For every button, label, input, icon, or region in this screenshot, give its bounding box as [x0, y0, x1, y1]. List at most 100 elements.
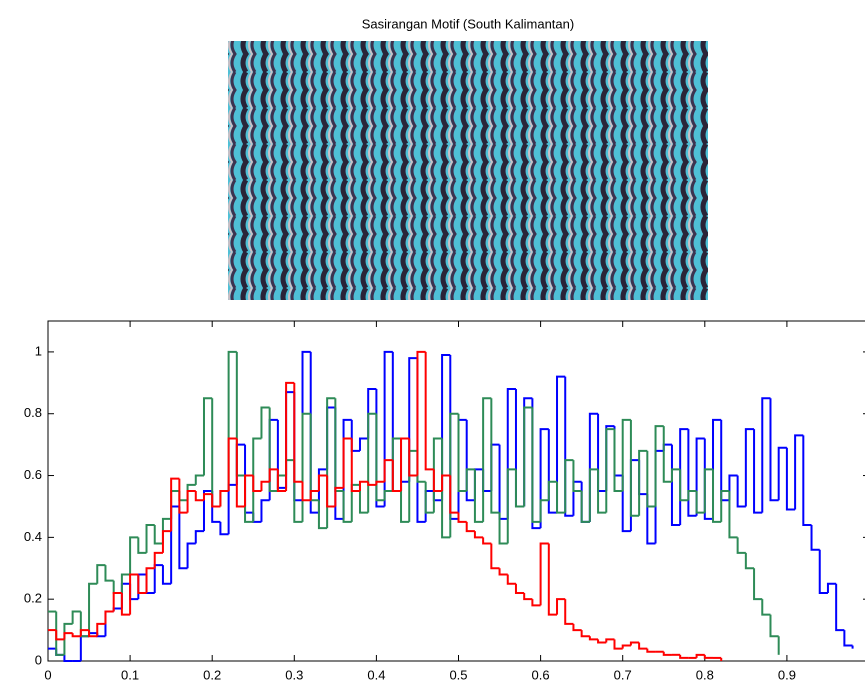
stair-step — [498, 512, 508, 545]
stair-step — [432, 469, 443, 492]
stair-step — [465, 419, 475, 502]
stair-step — [556, 598, 566, 615]
stair-step — [375, 480, 385, 485]
y-tick-label: 0.6 — [24, 467, 42, 482]
stair-step — [457, 413, 467, 492]
stair-step — [71, 610, 81, 624]
stair-step — [531, 407, 541, 523]
stair-step — [695, 491, 705, 514]
stair-step — [79, 629, 90, 637]
x-tick-label: 0.7 — [614, 667, 632, 682]
stair-step — [794, 434, 804, 510]
stair-step — [506, 468, 516, 544]
stair-step — [383, 350, 393, 507]
stair-step — [514, 469, 525, 508]
stair-step — [153, 525, 163, 545]
stair-step — [244, 474, 254, 507]
stair-step — [170, 477, 180, 532]
stair-step — [383, 459, 393, 482]
stair-step — [843, 630, 853, 647]
stair-step — [490, 543, 500, 570]
stair-step — [358, 437, 369, 451]
stair-step — [564, 599, 574, 625]
stair-step — [753, 429, 763, 514]
stair-step — [605, 638, 615, 643]
stair-step — [88, 630, 98, 638]
stair-step — [96, 622, 106, 637]
stair-step — [391, 460, 402, 492]
x-tick-label: 0 — [44, 667, 51, 682]
stair-step — [539, 499, 549, 522]
stair-step — [145, 524, 155, 553]
stair-step — [342, 491, 352, 523]
stair-step — [826, 582, 837, 593]
stair-step — [235, 438, 246, 508]
stair-step — [547, 543, 558, 616]
stair-step — [580, 630, 590, 638]
stair-step — [153, 551, 163, 569]
stair-step — [761, 397, 771, 513]
stair-step — [514, 583, 525, 594]
stair-step — [490, 398, 500, 514]
stair-step — [473, 469, 484, 523]
stair-step — [104, 610, 114, 624]
x-tick-label: 0.1 — [121, 667, 139, 682]
stair-step — [539, 428, 549, 529]
stair-step — [572, 460, 582, 492]
stair-step — [523, 406, 533, 507]
stair-step — [276, 469, 287, 492]
stair-step — [186, 490, 196, 513]
stair-step — [178, 478, 188, 514]
stair-step — [260, 499, 270, 522]
stair-step — [728, 491, 738, 539]
x-tick-label: 0.8 — [696, 667, 714, 682]
stair-step — [638, 449, 648, 516]
stair-step — [358, 480, 369, 491]
stair-step — [785, 447, 796, 511]
stair-step — [424, 351, 434, 471]
stair-step — [55, 611, 65, 656]
stair-step — [186, 542, 196, 569]
stair-step — [802, 435, 812, 526]
y-tick-label: 0.2 — [24, 591, 42, 606]
stair-step — [441, 438, 451, 539]
stair-step — [408, 438, 418, 477]
stair-step — [441, 474, 451, 491]
stair-step — [424, 481, 434, 514]
stair-step — [342, 437, 352, 488]
stair-step — [202, 490, 213, 532]
stair-step — [71, 633, 81, 638]
stair-step — [670, 468, 681, 482]
stair-step — [621, 644, 631, 649]
stair-step — [539, 542, 549, 606]
stair-step — [482, 397, 492, 522]
stair-step — [473, 531, 484, 539]
stair-step — [301, 481, 311, 502]
x-tick-label: 0.6 — [532, 667, 550, 682]
stair-step — [835, 583, 845, 632]
stair-step — [818, 549, 828, 594]
stair-step — [703, 654, 714, 659]
stair-step — [679, 654, 689, 659]
stair-step — [687, 429, 697, 517]
stair-step — [646, 648, 656, 653]
y-tick-label: 1 — [35, 343, 42, 358]
stair-step — [194, 474, 204, 485]
stair-step — [202, 397, 213, 476]
stair-step — [646, 450, 656, 508]
stair-step — [260, 406, 270, 439]
stair-step — [695, 653, 705, 658]
stair-step — [547, 429, 558, 514]
stair-step — [268, 468, 278, 482]
stair-step — [227, 437, 237, 491]
stair-step — [375, 413, 385, 502]
stair-step — [145, 567, 155, 593]
x-tick-label: 0.3 — [285, 667, 303, 682]
stair-step — [482, 537, 492, 545]
stair-step — [588, 468, 599, 522]
stair-step — [605, 428, 615, 513]
stair-step — [161, 565, 172, 585]
stair-step — [129, 536, 139, 575]
stair-step — [506, 574, 516, 585]
